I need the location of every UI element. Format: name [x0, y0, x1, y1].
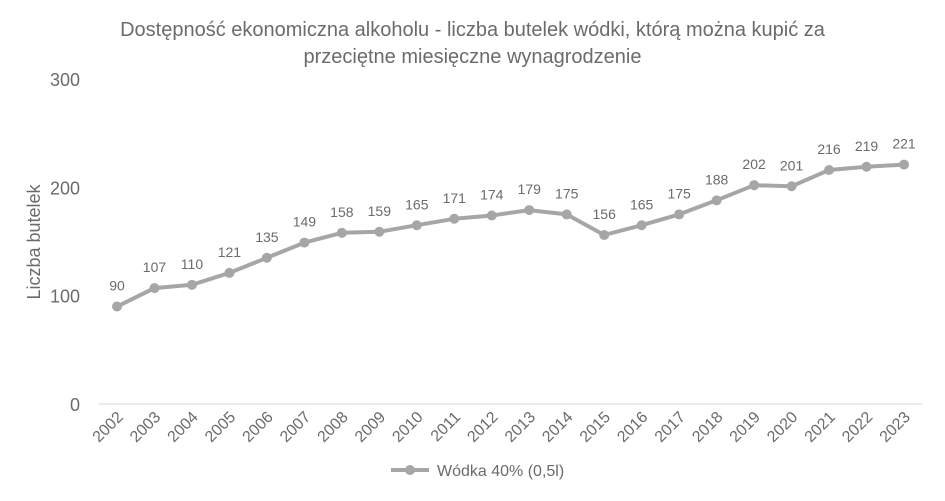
x-tick-label: 2013	[502, 409, 539, 446]
data-point	[112, 301, 122, 312]
data-label: 171	[443, 190, 467, 206]
x-tick-label: 2019	[727, 409, 764, 446]
legend: Wódka 40% (0,5l)	[391, 463, 564, 480]
data-point	[486, 210, 497, 221]
y-tick-label: 200	[50, 178, 80, 198]
x-tick-label: 2004	[165, 409, 202, 446]
chart-title-line-2: przeciętne miesięczne wynagrodzenie	[303, 46, 642, 68]
data-point	[411, 220, 422, 231]
data-point	[899, 159, 909, 170]
data-label: 216	[817, 141, 841, 157]
data-point	[786, 181, 797, 192]
data-point	[374, 226, 385, 237]
data-point	[749, 180, 760, 191]
x-tick-label: 2014	[539, 409, 576, 446]
x-tick-label: 2009	[352, 409, 389, 446]
data-label: 188	[705, 171, 729, 187]
data-label: 175	[667, 185, 691, 201]
data-label: 107	[143, 259, 167, 275]
data-label: 201	[780, 157, 804, 173]
x-tick-label: 2018	[689, 409, 726, 446]
legend-label: Wódka 40% (0,5l)	[437, 463, 564, 480]
data-point	[711, 195, 722, 206]
data-label: 165	[405, 196, 429, 212]
data-label: 175	[555, 185, 579, 201]
data-point	[561, 209, 572, 220]
data-point	[674, 209, 685, 220]
x-tick-label: 2010	[389, 409, 426, 446]
x-axis: 2002 2003 2004 2005 2006 2007 2008 2009 2010 2011…	[90, 409, 914, 446]
data-point	[599, 230, 610, 240]
x-tick-label: 2002	[90, 409, 127, 446]
data-point	[824, 165, 835, 175]
data-point	[524, 205, 535, 216]
data-label: 221	[892, 136, 916, 152]
x-tick-label: 2008	[314, 409, 351, 446]
data-label: 219	[855, 138, 879, 154]
y-axis: 0 100 200 300	[50, 70, 80, 415]
data-label: 156	[593, 206, 617, 222]
data-label: 174	[480, 187, 504, 203]
x-tick-label: 2020	[764, 409, 801, 446]
data-label: 149	[293, 214, 317, 230]
y-tick-label: 100	[50, 287, 80, 307]
data-point	[336, 227, 347, 238]
data-label: 135	[255, 229, 279, 245]
data-point	[861, 161, 872, 172]
data-point	[261, 252, 272, 263]
data-point	[449, 213, 460, 224]
data-label: 90	[109, 278, 125, 294]
data-point	[636, 220, 647, 231]
data-label: 158	[330, 204, 354, 220]
data-label: 110	[181, 256, 204, 272]
series-line	[115, 162, 906, 309]
y-axis-label: Liczba butelek	[24, 183, 44, 299]
x-tick-label: 2011	[428, 409, 464, 445]
x-tick-label: 2017	[652, 409, 689, 446]
data-label: 179	[518, 181, 542, 197]
x-tick-label: 2021	[802, 409, 839, 446]
data-label: 159	[368, 203, 392, 219]
x-tick-label: 2005	[202, 409, 239, 446]
data-label: 202	[742, 156, 766, 172]
x-tick-label: 2012	[464, 409, 501, 446]
chart-title-line-1: Dostępność ekonomiczna alkoholu - liczba…	[120, 19, 825, 41]
legend-marker-swatch	[405, 465, 415, 475]
data-label: 165	[630, 196, 654, 212]
data-point	[186, 279, 197, 290]
y-tick-label: 300	[50, 70, 80, 90]
x-tick-label: 2015	[577, 409, 614, 446]
x-tick-label: 2006	[240, 409, 277, 446]
x-tick-label: 2022	[839, 409, 876, 446]
data-point	[149, 283, 160, 294]
x-tick-label: 2016	[614, 409, 651, 446]
y-tick-label: 0	[70, 395, 80, 415]
data-label: 121	[218, 244, 242, 260]
series-layer: 90 107 110 121 135 149 158 159 165 171 174 179 175 15…	[109, 136, 916, 312]
data-point	[224, 267, 235, 278]
x-tick-label: 2003	[127, 409, 164, 446]
x-tick-label: 2007	[277, 409, 314, 446]
data-point	[299, 237, 310, 248]
x-tick-label: 2023	[877, 409, 914, 446]
